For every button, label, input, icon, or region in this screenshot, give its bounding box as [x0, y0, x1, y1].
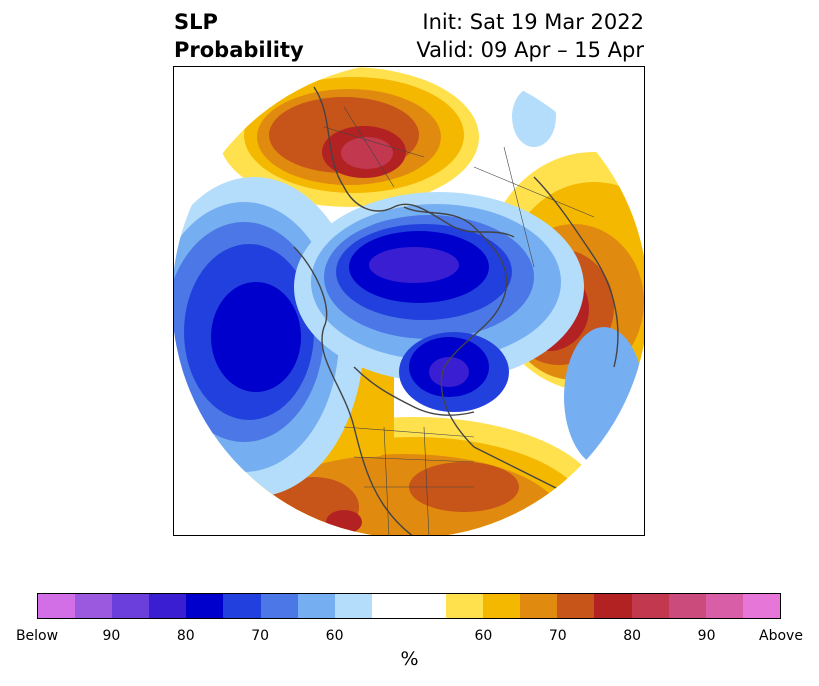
colorbar-tick-label: 90: [697, 628, 716, 644]
colorbar-swatch: [668, 594, 706, 618]
colorbar-tick-label: Below: [15, 628, 59, 644]
colorbar-swatch: [557, 594, 595, 618]
map-dates: Init: Sat 19 Mar 2022 Valid: 09 Apr – 15…: [416, 8, 644, 64]
colorbar-swatch: [334, 594, 372, 618]
colorbar-tick-label: 70: [251, 628, 270, 644]
colorbar-tick-label: 60: [474, 628, 493, 644]
colorbar-unit-label: %: [400, 648, 419, 670]
title-variable: SLP: [174, 10, 218, 34]
colorbar-tick-label: 60: [325, 628, 344, 644]
shading-europe: [219, 67, 479, 207]
init-date: Init: Sat 19 Mar 2022: [422, 10, 644, 34]
colorbar-swatch: [742, 594, 780, 618]
colorbar-swatch: [186, 594, 224, 618]
colorbar-swatch: [297, 594, 335, 618]
colorbar-swatch: [705, 594, 743, 618]
valid-date: Valid: 09 Apr – 15 Apr: [416, 38, 644, 62]
colorbar-tick-label: Above: [759, 628, 803, 644]
colorbar-tick-label: 80: [623, 628, 642, 644]
colorbar-swatch: [260, 594, 298, 618]
colorbar-swatch: [38, 594, 76, 618]
colorbar-swatch: [408, 594, 447, 618]
colorbar-swatch: [520, 594, 558, 618]
colorbar-swatch: [594, 594, 632, 618]
colorbar: [37, 593, 781, 619]
probability-map: [174, 67, 644, 535]
colorbar-swatch: [149, 594, 187, 618]
colorbar-swatch: [483, 594, 521, 618]
colorbar-swatch: [112, 594, 150, 618]
title-product: Probability: [174, 38, 304, 62]
colorbar-tick-label: 70: [548, 628, 567, 644]
colorbar-swatch: [223, 594, 261, 618]
borders: [323, 106, 595, 535]
colorbar-tick-labels: Below 90 80 70 60 60 70 80 90 Above: [16, 628, 803, 646]
colorbar-tick-label: 90: [102, 628, 121, 644]
colorbar-swatch: [75, 594, 113, 618]
colorbar-swatch: [371, 594, 409, 618]
colorbar-swatch: [446, 594, 484, 618]
map-panel: [173, 66, 645, 536]
coastlines: [293, 86, 619, 535]
colorbar-swatch: [631, 594, 669, 618]
map-title: SLP Probability: [174, 8, 304, 64]
colorbar-tick-label: 80: [176, 628, 195, 644]
shading-arctic-low: [294, 87, 644, 467]
